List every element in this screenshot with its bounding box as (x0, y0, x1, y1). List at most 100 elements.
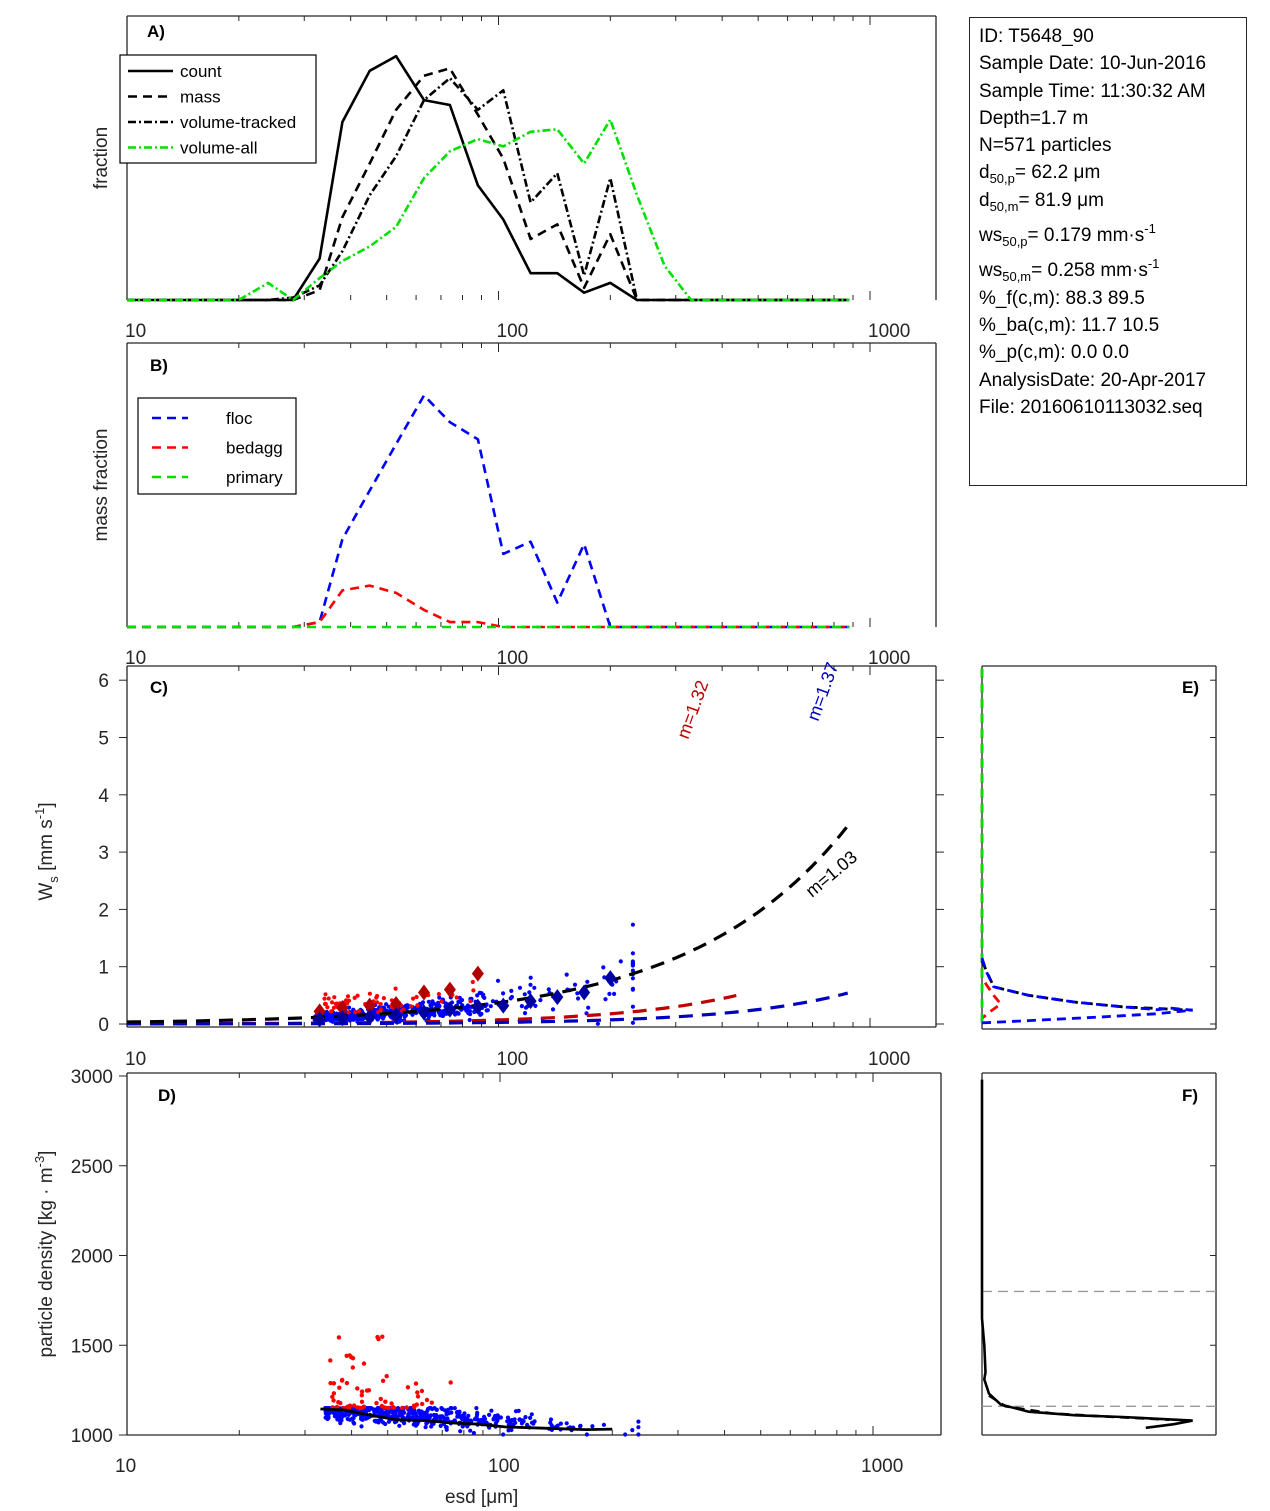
panel-e-axes: E) (980, 665, 1217, 1030)
floc-particle (432, 1406, 437, 1411)
floc-particle (529, 1412, 534, 1417)
floc-particle (423, 1425, 428, 1430)
bedagg-particle (436, 992, 441, 997)
floc-particle (495, 978, 501, 983)
floc-particle (636, 1419, 641, 1424)
floc-particle (440, 1013, 446, 1019)
bedagg-means (313, 965, 484, 1020)
y-tick-label: 6 (98, 671, 109, 692)
bin-mean-marker (497, 997, 510, 1014)
floc-particle (532, 1419, 537, 1424)
y-tick-label: 2 (98, 900, 109, 921)
bedagg-particle (322, 996, 327, 1001)
floc-particle (392, 1411, 397, 1416)
bedagg-particle (329, 1009, 334, 1014)
floc-particle (397, 1423, 402, 1428)
info-line: d50,m= 81.9 μm (979, 189, 1104, 214)
panel-label: E) (1182, 678, 1199, 697)
floc-particle (490, 999, 495, 1004)
bedagg-particle (448, 1380, 453, 1385)
floc-particle (444, 1412, 449, 1417)
floc-particle (572, 982, 578, 987)
panel-label: C) (150, 678, 168, 697)
floc-particle (564, 972, 569, 977)
floc-particle (630, 961, 636, 966)
x-tick-label: 1000 (861, 1456, 903, 1477)
bedagg-particle (411, 996, 416, 1001)
y-tick-label: 5 (98, 729, 109, 750)
x-tick-label: 10 (115, 1456, 136, 1477)
legend: floc bedagg primary (137, 397, 297, 495)
panel-c-axes: 10 100 1000 0 1 2 3 4 5 6 Ws [mm s-1] C) m=1.32 m=1.3… (32, 660, 944, 1070)
floc-particle (630, 1020, 636, 1025)
floc-particle (432, 1001, 437, 1006)
panel-f-axes: F) (980, 1072, 1217, 1436)
floc-particle (418, 1410, 423, 1415)
floc-particle (395, 1414, 400, 1419)
floc-particle (449, 1410, 454, 1415)
bedagg-particle (383, 1399, 388, 1404)
legend-label-bedagg: bedagg (226, 439, 283, 458)
floc-particle (418, 1414, 423, 1420)
bedagg-particle (323, 992, 328, 997)
x-tick-label: 1000 (868, 1049, 910, 1070)
legend-label-primary: primary (226, 468, 283, 487)
floc-particle (338, 1421, 343, 1426)
bedagg-particle (393, 986, 398, 991)
floc-particle (522, 992, 527, 997)
info-line: ws50,p= 0.179 mm·s-1 (979, 221, 1156, 250)
bedagg-particle (328, 1358, 333, 1363)
floc-particle (630, 976, 636, 981)
floc-particle (558, 1421, 564, 1426)
bedagg-particle (331, 1381, 337, 1386)
bedagg-particle (424, 1397, 430, 1403)
floc-particle (512, 1417, 517, 1422)
floc-particle (576, 996, 581, 1001)
bedagg-particle (361, 1404, 367, 1409)
floc-particle (501, 1432, 506, 1437)
bedagg-particle (355, 993, 360, 998)
floc-particle (455, 1414, 460, 1419)
floc-particle (482, 1416, 488, 1421)
bedagg-particle (378, 1002, 383, 1007)
fit-line-all-fit (126, 824, 849, 1024)
bin-mean-marker (443, 1001, 456, 1018)
bedagg-particle (381, 1405, 386, 1410)
floc-particle (424, 1421, 429, 1426)
panel-label: A) (147, 22, 165, 41)
floc-particle (508, 1419, 513, 1424)
floc-particle (528, 982, 533, 987)
floc-particle (468, 1428, 473, 1433)
floc-particle (491, 1417, 496, 1422)
bedagg-particle (374, 995, 379, 1000)
floc-particle (528, 975, 533, 980)
floc-particle (455, 1409, 460, 1415)
info-line: ID: T5648_90 (979, 26, 1094, 47)
floc-particle (432, 1013, 437, 1018)
floc-particle (521, 1419, 526, 1424)
bedagg-particle (366, 1388, 372, 1393)
floc-particle (607, 991, 612, 997)
bedagg-particle (361, 1361, 367, 1366)
floc-particle (347, 1417, 352, 1422)
bedagg-particle (345, 994, 351, 999)
y-tick-label: 1500 (71, 1336, 113, 1357)
info-line: ws50,m= 0.258 mm·s-1 (979, 256, 1160, 285)
bedagg-particle (322, 1001, 328, 1007)
series-floc-dist-lower (981, 1008, 1193, 1025)
y-axis-label: mass fraction (91, 429, 112, 542)
floc-particle (440, 1406, 445, 1412)
floc-particle (489, 1408, 494, 1413)
series-all-dist (980, 960, 1193, 1012)
bedagg-particle (415, 1390, 420, 1395)
bedagg-particle (345, 1001, 350, 1006)
bin-mean-marker (524, 993, 537, 1010)
floc-particle (375, 1407, 380, 1412)
bedagg-particle (334, 1404, 340, 1410)
floc-particle (437, 1010, 442, 1016)
series-mass (127, 67, 850, 302)
panel-label: B) (150, 356, 168, 375)
floc-particle (434, 1415, 439, 1420)
floc-particle (630, 951, 636, 956)
floc-particle (595, 1021, 601, 1026)
